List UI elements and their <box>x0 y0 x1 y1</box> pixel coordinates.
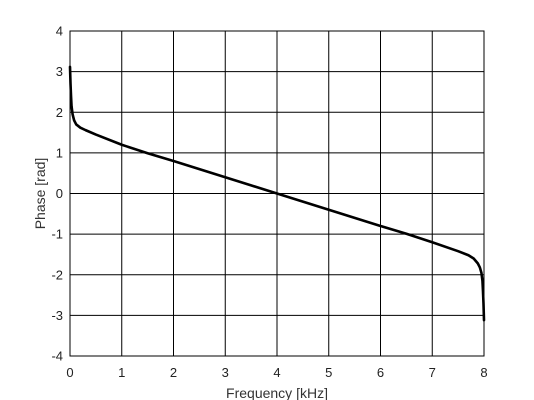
x-tick-label: 7 <box>429 365 436 380</box>
x-tick-label: 8 <box>480 365 487 380</box>
y-tick-label: 4 <box>56 24 63 39</box>
x-axis-label: Frequency [kHz] <box>226 385 328 400</box>
y-tick-label: 2 <box>56 105 63 120</box>
y-tick-label: 1 <box>56 145 63 160</box>
series-group <box>68 65 486 322</box>
x-tick-label: 5 <box>325 365 332 380</box>
y-axis-ticks: 4 3 2 1 0 -1 -2 -3 -4 <box>51 24 63 364</box>
y-tick-label: 3 <box>56 64 63 79</box>
x-tick-label: 1 <box>118 365 125 380</box>
y-axis-label: Phase [rad] <box>32 158 48 230</box>
y-tick-label: -4 <box>51 349 63 364</box>
y-tick-label: -2 <box>51 267 63 282</box>
y-tick-label: 0 <box>56 186 63 201</box>
x-tick-label: 0 <box>66 365 73 380</box>
plot-area-frame <box>69 30 485 357</box>
x-tick-label: 3 <box>222 365 229 380</box>
y-tick-label: -3 <box>51 308 63 323</box>
x-tick-label: 6 <box>377 365 384 380</box>
x-tick-label: 4 <box>273 365 280 380</box>
y-tick-label: -1 <box>51 227 63 242</box>
x-tick-label: 2 <box>170 365 177 380</box>
x-axis-ticks: 0 1 2 3 4 5 6 7 8 <box>66 365 487 380</box>
phase-series-line <box>68 65 486 322</box>
